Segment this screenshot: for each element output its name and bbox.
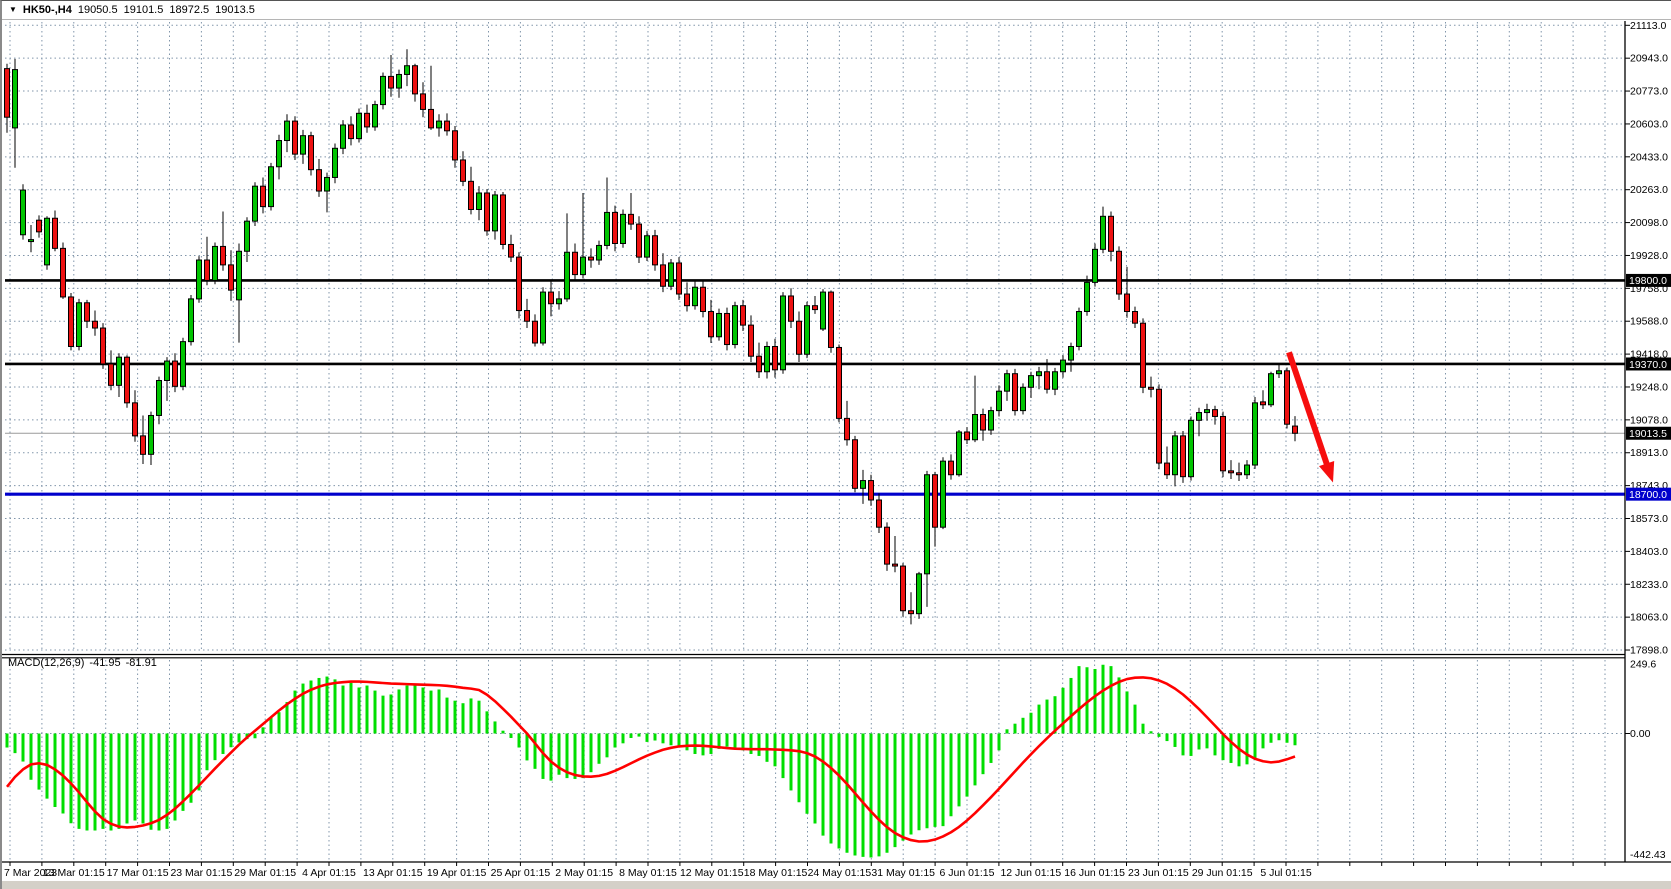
svg-text:19013.5: 19013.5 bbox=[1629, 428, 1667, 440]
svg-text:8 May 01:15: 8 May 01:15 bbox=[619, 867, 677, 879]
macd-histogram bbox=[5, 664, 1297, 858]
svg-text:18 May 01:15: 18 May 01:15 bbox=[744, 867, 808, 879]
svg-text:6 Jun 01:15: 6 Jun 01:15 bbox=[940, 867, 995, 879]
svg-text:23 Mar 01:15: 23 Mar 01:15 bbox=[170, 867, 232, 879]
svg-text:17898.0: 17898.0 bbox=[1630, 645, 1668, 657]
svg-text:18403.0: 18403.0 bbox=[1630, 546, 1668, 558]
svg-text:19928.0: 19928.0 bbox=[1630, 250, 1668, 262]
quote-close: 19013.5 bbox=[215, 4, 255, 16]
svg-text:21113.0: 21113.0 bbox=[1630, 20, 1667, 32]
macd-signal-line bbox=[5, 676, 1296, 843]
svg-text:19800.0: 19800.0 bbox=[1629, 275, 1667, 287]
chart-header: ▼ HK50-,H4 19050.5 19101.5 18972.5 19013… bbox=[2, 1, 1671, 20]
svg-text:2 May 01:15: 2 May 01:15 bbox=[555, 867, 613, 879]
horizontal-lines-layer[interactable] bbox=[5, 279, 1625, 496]
quote-high: 19101.5 bbox=[123, 4, 164, 16]
svg-text:18233.0: 18233.0 bbox=[1630, 579, 1668, 591]
svg-text:29 Jun 01:15: 29 Jun 01:15 bbox=[1192, 867, 1253, 879]
svg-text:17 Mar 01:15: 17 Mar 01:15 bbox=[107, 867, 169, 879]
svg-text:20263.0: 20263.0 bbox=[1630, 184, 1668, 196]
quote-low: 18972.5 bbox=[169, 4, 210, 16]
svg-text:16 Jun 01:15: 16 Jun 01:15 bbox=[1064, 867, 1125, 879]
candlestick-series bbox=[4, 49, 1298, 625]
svg-text:29 Mar 01:15: 29 Mar 01:15 bbox=[234, 867, 296, 879]
svg-text:19370.0: 19370.0 bbox=[1629, 359, 1667, 371]
svg-text:13 Apr 01:15: 13 Apr 01:15 bbox=[363, 867, 423, 879]
svg-text:25 Apr 01:15: 25 Apr 01:15 bbox=[491, 867, 551, 879]
svg-text:24 May 01:15: 24 May 01:15 bbox=[808, 867, 872, 879]
macd-name: MACD(12,26,9) bbox=[8, 657, 85, 669]
grid-layer bbox=[5, 22, 1625, 861]
svg-text:5 Jul 01:15: 5 Jul 01:15 bbox=[1260, 867, 1312, 879]
current-price-marker[interactable]: 19013.5 bbox=[1626, 426, 1671, 440]
svg-text:19248.0: 19248.0 bbox=[1630, 381, 1668, 393]
symbol-dropdown-icon[interactable]: ▼ bbox=[9, 5, 17, 14]
svg-text:0.00: 0.00 bbox=[1630, 728, 1651, 740]
svg-text:19078.0: 19078.0 bbox=[1630, 414, 1668, 426]
svg-text:18063.0: 18063.0 bbox=[1630, 612, 1668, 624]
svg-text:19 Apr 01:15: 19 Apr 01:15 bbox=[427, 867, 487, 879]
window-bottom-strip bbox=[2, 881, 1671, 889]
price-axis: 21113.0 20943.0 20773.0 20603.0 20433.0 20263… bbox=[1625, 20, 1668, 861]
svg-text:249.6: 249.6 bbox=[1630, 658, 1656, 670]
svg-text:18700.0: 18700.0 bbox=[1629, 489, 1667, 501]
svg-text:31 May 01:15: 31 May 01:15 bbox=[871, 867, 935, 879]
price-marker-18700.0[interactable]: 18700.0 bbox=[1626, 487, 1671, 501]
pane-borders bbox=[2, 21, 1671, 863]
macd-indicator-label: MACD(12,26,9) -41.95 -81.91 bbox=[8, 657, 157, 669]
svg-text:12 May 01:15: 12 May 01:15 bbox=[680, 867, 744, 879]
svg-text:20603.0: 20603.0 bbox=[1630, 118, 1668, 130]
svg-text:20943.0: 20943.0 bbox=[1630, 53, 1668, 65]
price-marker-19800.0[interactable]: 19800.0 bbox=[1626, 273, 1671, 287]
svg-text:4 Apr 01:15: 4 Apr 01:15 bbox=[302, 867, 356, 879]
symbol-period-label: HK50-,H4 bbox=[22, 4, 72, 16]
svg-text:13 Mar 01:15: 13 Mar 01:15 bbox=[43, 867, 105, 879]
macd-value: -41.95 bbox=[89, 657, 121, 669]
svg-text:7 Mar 2023: 7 Mar 2023 bbox=[4, 867, 57, 879]
svg-text:20098.0: 20098.0 bbox=[1630, 217, 1668, 229]
svg-text:-442.43: -442.43 bbox=[1630, 849, 1666, 861]
sell-arrow-annotation[interactable] bbox=[1286, 351, 1335, 483]
svg-text:23 Jun 01:15: 23 Jun 01:15 bbox=[1128, 867, 1189, 879]
svg-text:20433.0: 20433.0 bbox=[1630, 151, 1668, 163]
price-marker-19370.0[interactable]: 19370.0 bbox=[1626, 357, 1671, 371]
svg-text:20773.0: 20773.0 bbox=[1630, 86, 1668, 98]
svg-text:19588.0: 19588.0 bbox=[1630, 316, 1668, 328]
svg-text:18573.0: 18573.0 bbox=[1630, 513, 1668, 525]
quote-open: 19050.5 bbox=[77, 4, 118, 16]
macd-signal-value: -81.91 bbox=[125, 657, 157, 669]
svg-text:12 Jun 01:15: 12 Jun 01:15 bbox=[1000, 867, 1061, 879]
svg-text:18913.0: 18913.0 bbox=[1630, 447, 1668, 459]
